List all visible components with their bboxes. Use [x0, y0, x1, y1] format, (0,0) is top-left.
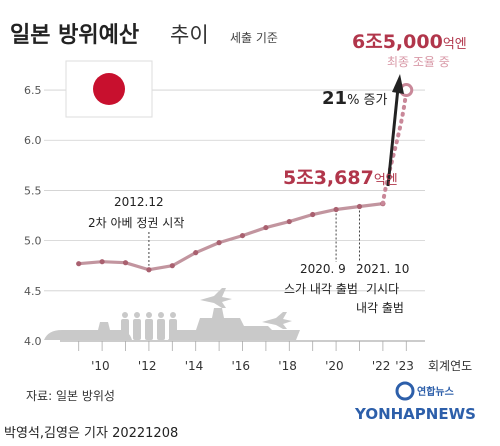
- source-note: 자료: 일본 방위성: [26, 389, 115, 403]
- fighter-jet-silhouette-2: [262, 312, 292, 329]
- data-point: [239, 232, 246, 239]
- data-point: [193, 250, 199, 256]
- x-tick-label: '12: [138, 359, 157, 373]
- annotation-2021-text-1: 기시다: [366, 282, 399, 296]
- defense-silhouettes: [44, 288, 300, 340]
- japan-flag-disc: [93, 73, 125, 105]
- soldier-silhouettes: [121, 312, 177, 340]
- increase-arrow: [386, 74, 404, 187]
- final-value-unit: 억엔: [443, 37, 467, 52]
- value-2022-unit: 억엔: [374, 173, 398, 188]
- data-point: [263, 224, 269, 231]
- data-point: [333, 206, 339, 213]
- x-tick-label: '18: [278, 359, 297, 373]
- data-point: [99, 259, 105, 265]
- yonhap-logo: 연합뉴스 YONHAPNEWS: [354, 381, 476, 423]
- annotation-2012-date: 2012.12: [114, 195, 164, 209]
- data-point: [76, 261, 82, 267]
- y-tick-label: 4.0: [24, 335, 42, 348]
- y-tick-label: 6.0: [24, 134, 42, 147]
- x-tick-label: '16: [232, 359, 251, 373]
- x-tick-label: '10: [91, 359, 110, 373]
- series-layer: [76, 83, 414, 273]
- y-tick-label: 4.5: [24, 285, 42, 298]
- chart-title-suffix: 추이: [170, 23, 209, 47]
- yonhap-brand-ko: 연합뉴스: [417, 385, 454, 398]
- data-point: [356, 203, 363, 210]
- series-line-projection: [380, 88, 409, 206]
- final-value-number: 6조5,000: [352, 31, 443, 53]
- increase-arrow-shaft: [386, 87, 400, 187]
- credit-line: 박영석,김영은 기자 20221208: [4, 426, 178, 441]
- x-tick-label: '20: [325, 359, 344, 373]
- data-point: [310, 211, 316, 218]
- data-point: [146, 267, 152, 273]
- final-value-label: 6조5,000억엔: [352, 31, 467, 53]
- annotation-2012-text: 2차 아베 정권 시작: [88, 216, 184, 230]
- submarine-silhouette: [44, 322, 132, 340]
- increase-arrow-head: [392, 74, 404, 94]
- value-2022-label: 5조3,687억엔: [283, 167, 398, 189]
- y-tick-label: 5.0: [24, 235, 42, 248]
- annotation-2012: 2012.12 2차 아베 정권 시작: [88, 195, 184, 230]
- final-value-note: 최종 조율 중: [387, 55, 450, 69]
- x-axis: '10 '12 '14 '16 '18 '20 '22 '23: [78, 341, 414, 373]
- annotation-2020-text: 스가 내각 출범: [284, 282, 358, 296]
- annotation-2021: 2021. 10 기시다 내각 출범: [356, 262, 409, 315]
- x-tick-label: '14: [185, 359, 204, 373]
- y-axis: 4.0 4.5 5.0 5.5 6.0 6.5: [24, 84, 42, 348]
- y-tick-label: 6.5: [24, 84, 42, 97]
- annotation-leaders: [148, 210, 360, 266]
- annotation-2021-text-2: 내각 출범: [356, 301, 404, 315]
- increase-unit: % 증가: [347, 93, 387, 108]
- increase-pct: 21: [322, 88, 347, 109]
- annotation-2020: 2020. 9 스가 내각 출범: [284, 262, 358, 296]
- warship-silhouette: [168, 308, 300, 340]
- unit-note: 세출 기준: [230, 31, 278, 45]
- fighter-jet-silhouette-1: [200, 288, 232, 308]
- increase-label: 21% 증가: [322, 88, 388, 109]
- data-point: [286, 218, 292, 225]
- data-point: [169, 263, 175, 269]
- x-tick-label: '22: [372, 359, 391, 373]
- x-axis-label: 회계연도: [428, 359, 472, 373]
- data-point: [122, 260, 129, 266]
- japan-flag: [65, 60, 153, 118]
- yonhap-brand: YONHAPNEWS: [354, 405, 476, 423]
- data-point: [216, 240, 222, 246]
- series-line-actual: [78, 202, 384, 272]
- annotation-2020-date: 2020. 9: [300, 262, 346, 276]
- x-tick-label: '23: [395, 359, 414, 373]
- chart-title: 일본 방위예산: [10, 23, 139, 48]
- value-2022-number: 5조3,687: [283, 167, 374, 189]
- annotation-2021-date: 2021. 10: [356, 262, 409, 276]
- y-tick-label: 5.5: [24, 184, 42, 197]
- yonhap-logo-mark: [395, 381, 415, 401]
